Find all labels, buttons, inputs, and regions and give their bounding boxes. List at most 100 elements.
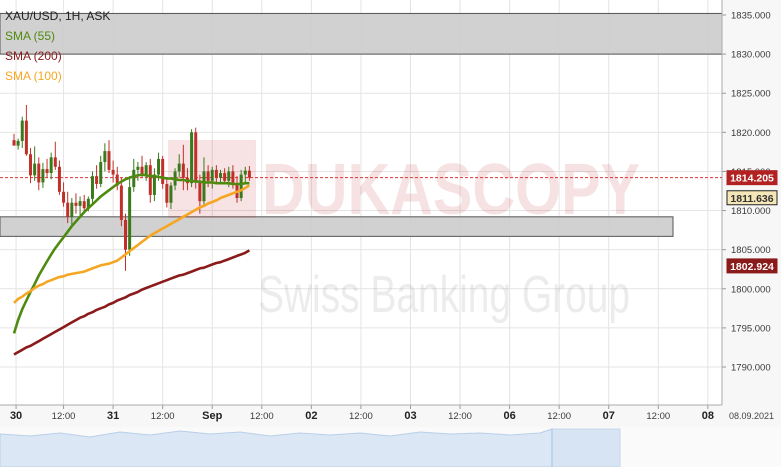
y-tick-label: 1830.000	[731, 50, 771, 61]
support-resistance-zones	[0, 12, 723, 237]
y-tick-label: 1805.000	[731, 245, 771, 256]
candle-body	[37, 163, 41, 183]
candle-body	[152, 174, 156, 195]
watermark-brand: DUKASCOPY	[262, 150, 640, 230]
candle-body	[227, 171, 231, 181]
candle-body	[12, 140, 16, 146]
sma-line-200	[13, 249, 251, 356]
sma-lines	[12, 173, 251, 356]
navigator[interactable]	[0, 427, 781, 467]
candle-body	[70, 202, 74, 217]
candle-body	[29, 154, 33, 176]
y-tick-label: 1790.000	[731, 363, 771, 374]
candle-body	[140, 166, 144, 175]
y-tick-label: 1820.000	[731, 128, 771, 139]
candle-body	[82, 201, 86, 209]
sma-line-55	[12, 173, 250, 334]
x-tick-label: 12:00	[151, 411, 175, 422]
candle-body	[177, 163, 181, 172]
watermark: DUKASCOPY Swiss Banking Group	[168, 140, 640, 324]
candle-body	[53, 157, 57, 167]
y-tick-label: 1825.000	[731, 89, 771, 100]
x-axis: 30 12:00 31 12:00 Sep 12:00 02 12:00 03 12:00 06 12…	[0, 404, 722, 422]
candle-body	[86, 198, 90, 209]
x-tick-label: 12:00	[250, 411, 274, 422]
x-axis-panel	[0, 405, 781, 427]
x-tick-label: 12:00	[448, 411, 472, 422]
y-tick-label: 1800.000	[731, 284, 771, 295]
candle-body	[214, 169, 218, 178]
watermark-tagline: Swiss Banking Group	[258, 266, 630, 324]
candle-body	[99, 162, 103, 184]
price-tag-label: 1802.924	[730, 261, 774, 273]
y-tick-label: 1810.000	[731, 206, 771, 217]
candle-body	[219, 173, 222, 178]
candle-body	[20, 120, 24, 141]
candle-body	[41, 169, 45, 183]
zone-rect	[0, 12, 723, 55]
candle-body	[194, 132, 198, 183]
candle-body	[107, 151, 111, 170]
candle-body	[90, 176, 94, 199]
candle-body	[49, 157, 53, 174]
candle-body	[115, 174, 119, 186]
candle-body	[190, 132, 194, 184]
legend: XAU/USD, 1H, ASK SMA (55) SMA (200) SMA …	[5, 9, 110, 83]
candle-body	[247, 170, 251, 178]
candle-body	[223, 173, 227, 181]
candle-body	[57, 166, 61, 192]
candle-body	[74, 202, 78, 206]
legend-item-sma100[interactable]: SMA (100)	[5, 69, 62, 83]
candle-body	[206, 171, 210, 181]
y-tick-label: 1795.000	[731, 323, 771, 334]
price-tag-label: 1814.205	[730, 173, 774, 185]
legend-item-sma200[interactable]: SMA (200)	[5, 49, 62, 63]
candle-body	[124, 219, 128, 250]
price-tag-box	[726, 190, 778, 206]
x-tick-label: Sep	[202, 410, 222, 422]
price-tag-box	[726, 258, 778, 274]
candle-body	[128, 187, 132, 250]
price-tag-box	[726, 170, 778, 186]
x-tick-label: 12:00	[646, 411, 670, 422]
sma-line-100	[13, 184, 251, 304]
x-tick-label: 08	[702, 410, 714, 422]
candle-body	[132, 169, 136, 188]
x-tick-label: 07	[603, 410, 615, 422]
x-tick-label: 03	[404, 410, 416, 422]
candle-body	[181, 163, 185, 178]
candle-body	[202, 171, 206, 202]
candles	[12, 104, 251, 271]
zone-rect	[0, 216, 674, 237]
candle-body	[243, 170, 247, 175]
candle-body	[144, 165, 148, 175]
candle-body	[169, 185, 173, 203]
candle-body	[148, 165, 152, 195]
price-tag: 1814.205	[726, 170, 778, 186]
candle-body	[198, 182, 202, 202]
legend-item-sma55[interactable]: SMA (55)	[5, 29, 55, 43]
x-tick-label: 06	[503, 410, 515, 422]
candle-body	[239, 174, 243, 199]
candle-body	[66, 202, 70, 217]
candle-body	[111, 169, 115, 175]
candle-body	[103, 151, 107, 163]
candle-body	[62, 191, 66, 203]
x-tick-label: 30	[10, 410, 22, 422]
candle-body	[157, 158, 161, 175]
candle-body	[210, 169, 214, 181]
candle-body	[161, 158, 165, 184]
candle-body	[136, 166, 140, 170]
x-tick-label: 02	[305, 410, 317, 422]
x-tick-label: 12:00	[349, 411, 373, 422]
legend-title: XAU/USD, 1H, ASK	[5, 9, 110, 23]
navigator-window[interactable]	[551, 428, 621, 467]
candle-body	[95, 176, 99, 184]
candle-body	[165, 183, 169, 203]
price-tag-label: 1811.636	[730, 193, 773, 205]
price-tag: 1802.924	[726, 258, 778, 274]
candle-body	[33, 163, 37, 176]
candle-body	[45, 169, 49, 174]
candle-body	[24, 120, 28, 155]
x-tick-label: 12:00	[547, 411, 571, 422]
